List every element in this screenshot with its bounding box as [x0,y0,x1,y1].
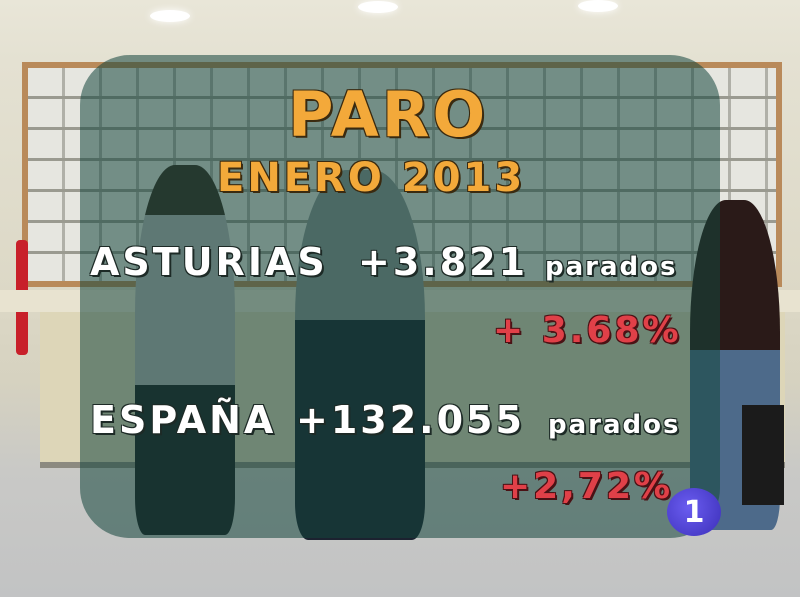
bin [742,405,784,505]
ceiling-light [358,1,398,13]
region-label: ASTURIAS [90,240,328,284]
ceiling-light [150,10,190,22]
graphic-subtitle: ENERO 2013 [217,155,526,201]
unit-label: parados [548,410,681,440]
graphic-panel [80,55,720,538]
channel-logo: 1 [667,488,721,536]
ceiling-light [578,0,618,12]
unit-label: parados [545,252,678,282]
region-label: ESPAÑA [90,398,277,442]
graphic-title: PARO [288,78,489,151]
percent-change: + 3.68% [493,310,682,351]
percent-change: +2,72% [500,466,674,507]
unemployment-change-value: +132.055 [296,398,525,442]
unemployment-change-value: +3.821 [358,240,529,284]
